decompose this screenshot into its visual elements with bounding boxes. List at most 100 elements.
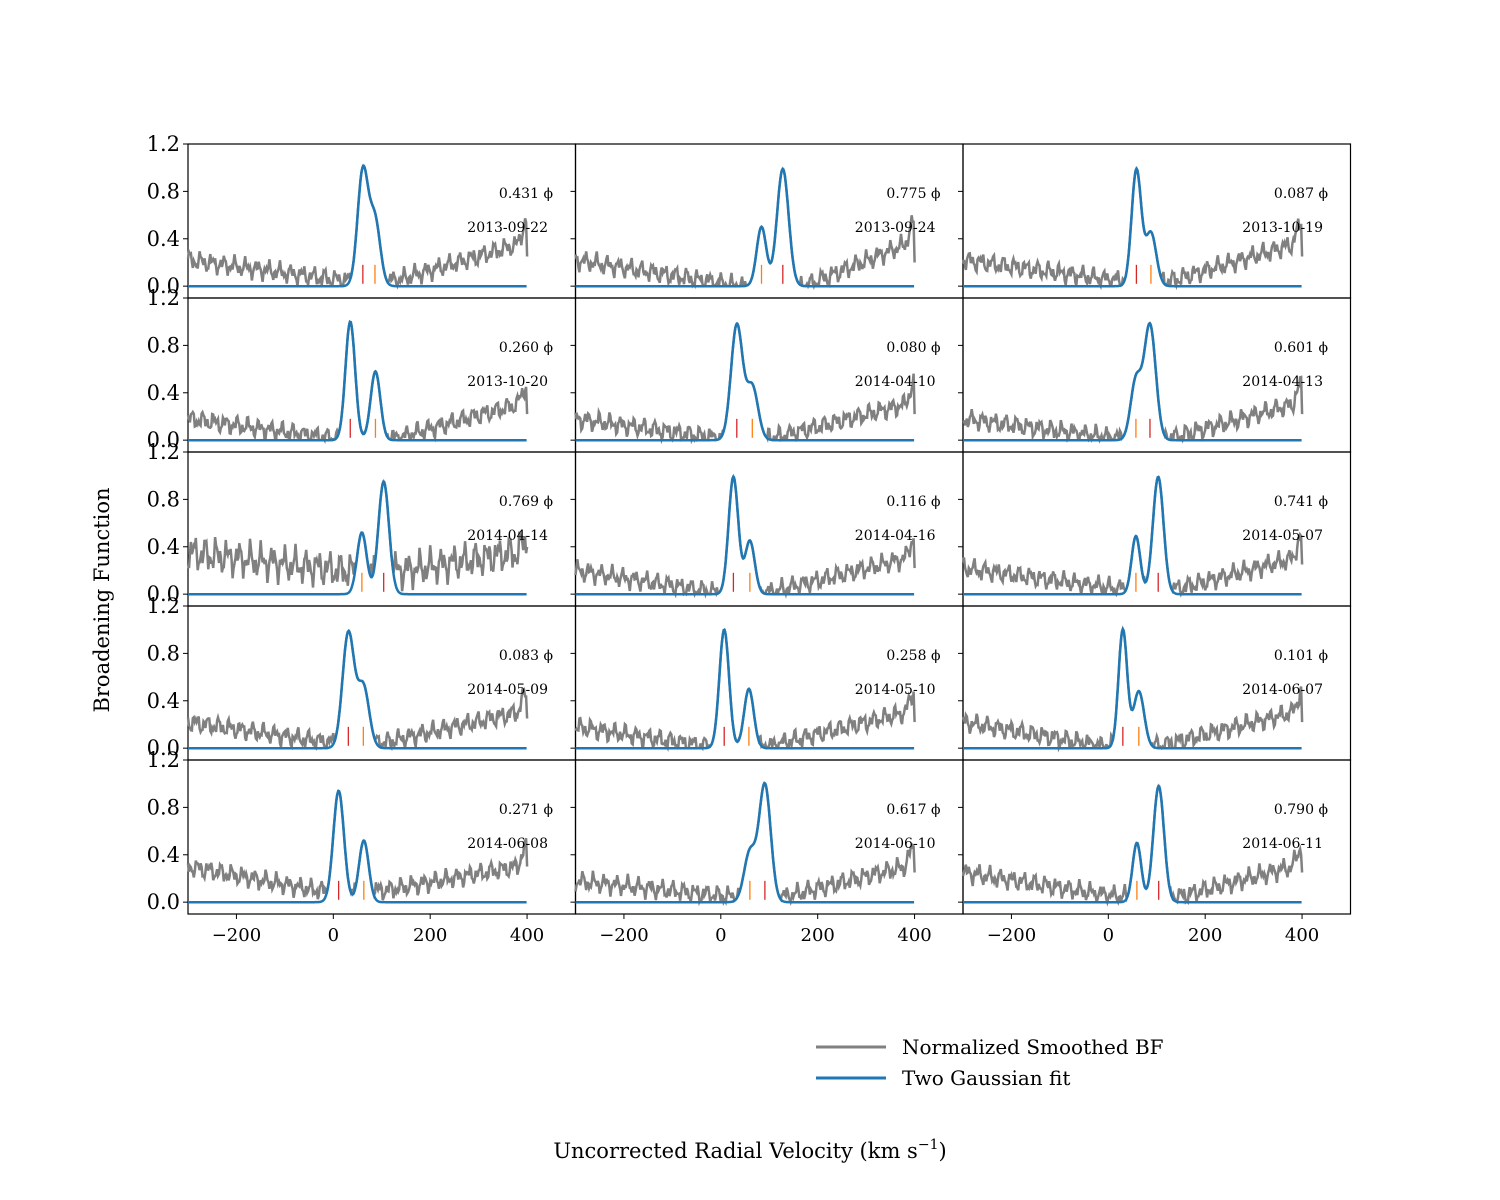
panel: 0.080 ϕ 2014-04-10: [570, 297, 964, 453]
y-tick-label: 0.0: [147, 274, 180, 298]
y-tick-label: 1.2: [147, 594, 180, 618]
date-label: 2014-05-10: [855, 682, 936, 698]
panel: 0.116 ϕ 2014-04-16: [570, 451, 964, 607]
y-tick-label: 0.8: [147, 179, 180, 203]
x-axis-label-text: Uncorrected Radial Velocity (km s: [553, 1139, 918, 1163]
phase-label: 0.790 ϕ: [1274, 802, 1328, 818]
date-label: 2014-06-10: [855, 836, 936, 852]
y-tick-label: 0.0: [147, 736, 180, 760]
y-tick-label: 0.0: [147, 582, 180, 606]
x-axis-label-close: ): [938, 1139, 946, 1163]
date-label: 2013-09-22: [467, 220, 548, 236]
fit-line: [575, 781, 915, 904]
bf-line: [574, 166, 916, 291]
panel: 0.087 ϕ 2013-10-19: [958, 143, 1352, 299]
fit-line: [963, 166, 1302, 288]
phase-label: 0.769 ϕ: [499, 494, 553, 510]
fit-line: [575, 475, 915, 596]
x-axis-label-unit-exponent: −1: [918, 1137, 939, 1153]
x-tick-label: 200: [1188, 925, 1222, 946]
x-tick-label: 200: [801, 925, 835, 946]
date-label: 2013-10-20: [467, 374, 548, 390]
fit-line: [963, 784, 1302, 904]
phase-label: 0.087 ϕ: [1274, 186, 1328, 202]
date-label: 2014-04-10: [855, 374, 936, 390]
panel: 0.258 ϕ 2014-05-10: [570, 605, 964, 761]
fit-line: [575, 322, 915, 442]
y-tick-label: 0.8: [147, 641, 180, 665]
date-label: 2013-10-19: [1242, 220, 1323, 236]
y-tick-label: 1.2: [147, 748, 180, 772]
panel: 0.431 ϕ 2013-09-22 0.0 0.4 0.8 1.2: [147, 132, 577, 299]
fit-line: [963, 475, 1302, 596]
phase-label: 0.083 ϕ: [499, 648, 553, 664]
y-tick-label: 0.8: [147, 333, 180, 357]
panel: 0.769 ϕ 2014-04-14 0.0 0.4 0.8 1.2: [147, 440, 577, 607]
y-tick-label: 1.2: [147, 440, 180, 464]
phase-label: 0.601 ϕ: [1274, 340, 1328, 356]
panel: 0.083 ϕ 2014-05-09 0.0 0.4 0.8 1.2: [147, 594, 577, 761]
y-axis-label: Broadening Function: [90, 487, 114, 712]
fit-line: [188, 164, 527, 288]
x-tick-label: 200: [413, 925, 447, 946]
fit-line: [188, 319, 527, 442]
date-label: 2014-06-08: [467, 836, 548, 852]
date-label: 2014-04-14: [467, 528, 548, 544]
x-tick-label: 400: [1285, 925, 1319, 946]
x-tick-label: −200: [212, 925, 261, 946]
x-tick-label: 0: [1103, 925, 1114, 946]
x-tick-label: −200: [599, 925, 648, 946]
date-label: 2014-06-11: [1242, 836, 1323, 852]
panel: 0.775 ϕ 2013-09-24: [570, 143, 964, 299]
date-label: 2014-04-16: [855, 528, 936, 544]
x-axis-label: Uncorrected Radial Velocity (km s−1): [553, 1137, 946, 1163]
date-label: 2014-06-07: [1242, 682, 1323, 698]
y-tick-label: 0.0: [147, 428, 180, 452]
fit-line: [575, 627, 915, 750]
fit-line: [188, 479, 527, 596]
y-tick-label: 0.4: [147, 227, 180, 251]
legend: Normalized Smoothed BF Two Gaussian fit: [816, 1035, 1164, 1090]
y-tick-label: 0.4: [147, 689, 180, 713]
panel: 0.101 ϕ 2014-06-07: [958, 605, 1352, 761]
fit-line: [963, 626, 1302, 750]
panel-grid: 0.431 ϕ 2013-09-22 0.0 0.4 0.8 1.2 0.775 ϕ 2013…: [147, 132, 1352, 946]
x-tick-label: 0: [328, 925, 339, 946]
y-tick-label: 0.8: [147, 487, 180, 511]
phase-label: 0.271 ϕ: [499, 802, 553, 818]
phase-label: 0.101 ϕ: [1274, 648, 1328, 664]
phase-label: 0.080 ϕ: [886, 340, 940, 356]
legend-label-bf: Normalized Smoothed BF: [902, 1035, 1164, 1059]
phase-label: 0.260 ϕ: [499, 340, 553, 356]
x-tick-label: −200: [987, 925, 1036, 946]
y-tick-label: 0.4: [147, 535, 180, 559]
panel: 0.601 ϕ 2014-04-13: [958, 297, 1352, 453]
panel: 0.260 ϕ 2013-10-20 0.0 0.4 0.8 1.2: [147, 286, 577, 453]
date-label: 2014-05-09: [467, 682, 548, 698]
y-tick-label: 1.2: [147, 132, 180, 156]
date-label: 2013-09-24: [855, 220, 936, 236]
date-label: 2014-05-07: [1242, 528, 1323, 544]
panel: 0.790 ϕ 2014-06-11 −200 0 200 400: [958, 759, 1352, 946]
panel: 0.741 ϕ 2014-05-07: [958, 451, 1352, 607]
y-tick-label: 0.4: [147, 843, 180, 867]
x-tick-label: 400: [510, 925, 544, 946]
panel: 0.617 ϕ 2014-06-10 −200 0 200 400: [570, 759, 964, 946]
phase-label: 0.617 ϕ: [886, 802, 940, 818]
x-tick-label: 400: [897, 925, 931, 946]
y-tick-label: 0.4: [147, 381, 180, 405]
y-tick-label: 0.8: [147, 795, 180, 819]
panel-frame: [962, 759, 1352, 915]
phase-label: 0.775 ϕ: [886, 186, 940, 202]
fit-line: [188, 789, 527, 904]
legend-label-fit: Two Gaussian fit: [902, 1066, 1070, 1090]
phase-label: 0.258 ϕ: [886, 648, 940, 664]
fit-line: [188, 629, 527, 750]
fit-line: [963, 321, 1302, 442]
y-tick-label: 1.2: [147, 286, 180, 310]
phase-label: 0.741 ϕ: [1274, 494, 1328, 510]
date-label: 2014-04-13: [1242, 374, 1323, 390]
phase-label: 0.116 ϕ: [886, 494, 940, 510]
fit-line: [575, 167, 915, 288]
